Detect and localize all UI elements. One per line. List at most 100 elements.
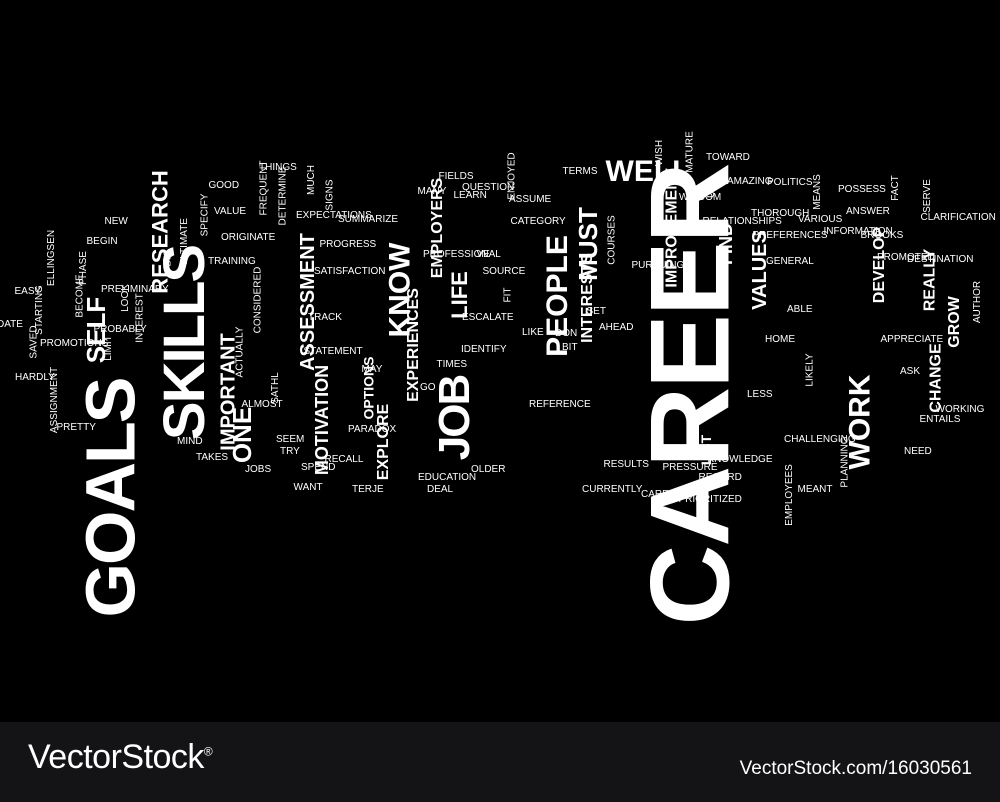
- brand-logo: VectorStock®: [28, 738, 213, 777]
- cloud-word: PRESSURE: [662, 462, 718, 473]
- cloud-word: BROOKS: [860, 230, 904, 241]
- cloud-word: MAY: [361, 364, 383, 375]
- cloud-word: FIND: [716, 223, 736, 265]
- cloud-word: LESS: [747, 389, 773, 400]
- cloud-word: CHALLENGING: [784, 434, 856, 445]
- cloud-word: SUMMARIZE: [338, 214, 398, 225]
- cloud-word: VE: [476, 249, 490, 260]
- image-id-text: VectorStock.com/16030561: [739, 758, 972, 779]
- cloud-word: INTERESTS: [578, 253, 596, 343]
- cloud-word: MEANS: [811, 174, 823, 210]
- cloud-word: FIT: [502, 287, 513, 303]
- cloud-word: PLANNING: [839, 436, 851, 488]
- cloud-word: ABLE: [787, 304, 813, 315]
- cloud-word: BIG: [162, 249, 174, 267]
- cloud-word: VALUE: [214, 206, 247, 217]
- cloud-word: TERJE: [352, 484, 384, 495]
- cloud-word: PROBABLY: [93, 324, 147, 335]
- cloud-word: THINGS: [259, 162, 297, 173]
- cloud-word: FIELDS: [438, 171, 474, 182]
- cloud-word: ASK: [900, 366, 921, 377]
- cloud-word: SOURCE: [482, 266, 526, 277]
- cloud-word: CHANGE: [927, 343, 945, 413]
- cloud-word: WANT: [293, 482, 323, 493]
- cloud-word: PREFERENCES: [752, 230, 828, 241]
- cloud-word: PURSUING: [631, 260, 685, 271]
- cloud-word: ANSWER: [846, 206, 890, 217]
- cloud-word: SET: [586, 306, 606, 317]
- cloud-word: SERVE: [921, 179, 933, 213]
- cloud-word: DESTINATION: [907, 254, 974, 265]
- cloud-word: PROMOTED: [877, 252, 935, 263]
- cloud-word: ESCALATE: [462, 312, 514, 323]
- cloud-word: OLDER: [471, 464, 506, 475]
- cloud-word: JOBS: [245, 464, 272, 475]
- cloud-word: CURRENTLY: [582, 484, 643, 495]
- cloud-word: DEAL: [427, 484, 454, 495]
- cloud-word: SAVED: [28, 325, 40, 359]
- cloud-word: THOROUGH: [751, 208, 810, 219]
- cloud-word: NEED: [904, 446, 932, 457]
- cloud-word: NEW: [104, 216, 128, 227]
- cloud-word: SPEND: [301, 462, 336, 473]
- cloud-word: EMPLOYEES: [783, 464, 795, 526]
- cloud-word: MUCH: [306, 165, 317, 195]
- cloud-word: EXPECTATIONS: [296, 210, 372, 221]
- cloud-word: PROGRESS: [319, 239, 377, 250]
- cloud-word: KNOWLEDGE: [707, 454, 773, 465]
- cloud-word: IDENTIFY: [461, 344, 507, 355]
- cloud-word: RECALL: [324, 454, 364, 465]
- cloud-word: TERMS: [562, 166, 598, 177]
- trademark-symbol: ®: [203, 744, 213, 759]
- cloud-word: DON: [555, 328, 578, 339]
- cloud-word: COURSES: [606, 215, 618, 265]
- cloud-word: WELL: [605, 155, 691, 188]
- cloud-word: MEANT: [797, 484, 833, 495]
- cloud-word: INTEREST: [134, 293, 146, 343]
- cloud-word: CATEGORY: [510, 216, 566, 227]
- cloud-word: BIT: [562, 342, 578, 353]
- cloud-word: TRAINING: [208, 256, 256, 267]
- cloud-word: CAREERS: [641, 489, 690, 500]
- cloud-word: GOOD: [208, 180, 240, 191]
- cloud-word: PARADOX: [348, 424, 397, 435]
- cloud-word: HARDLY: [15, 372, 55, 383]
- cloud-word: WISDOM: [679, 192, 722, 203]
- word-cloud: CAREER GOALS SKILLS JOB WORK KNOW PEOPLE SELF RE…: [0, 131, 996, 626]
- cloud-word: EXPLORE: [375, 403, 393, 481]
- cloud-word: LIMIT: [102, 335, 114, 361]
- cloud-word: BECOME: [74, 274, 86, 318]
- cloud-word: WORKING: [935, 404, 985, 415]
- cloud-word: TOWARD: [706, 152, 750, 163]
- cloud-word: SATISFACTION: [314, 266, 386, 277]
- cloud-word: LEARN: [453, 190, 487, 201]
- cloud-word: FREQUENT: [258, 160, 269, 216]
- cloud-word: PRELIMINARY: [101, 284, 169, 295]
- cloud-word: TIMES: [436, 359, 468, 370]
- cloud-word: ORIGINATE: [221, 232, 276, 243]
- cloud-word: POSSESS: [838, 184, 886, 195]
- cloud-word: HOME: [765, 334, 795, 345]
- cloud-word: SEEM: [276, 434, 305, 445]
- cloud-word: AMAZING: [727, 176, 773, 187]
- cloud-word: SIGNS: [324, 179, 336, 211]
- cloud-word: FACT: [889, 175, 901, 201]
- cloud-word: AUTHOR: [972, 280, 984, 324]
- cloud-word: ELLINGSEN: [46, 229, 58, 287]
- cloud-word: GOALS: [70, 378, 149, 618]
- cloud-word: QUESTION: [462, 182, 515, 193]
- cloud-word: TRACK: [308, 312, 342, 323]
- cloud-word: REFERENCE: [529, 399, 591, 410]
- cloud-word: VALUES: [748, 230, 771, 310]
- cloud-word: GO: [420, 382, 436, 393]
- cloud-word: SPECIFY: [198, 193, 210, 237]
- cloud-word: PROFESSIONAL: [423, 249, 501, 260]
- cloud-word: RESULTS: [603, 459, 649, 470]
- cloud-word: MATURE: [684, 131, 696, 173]
- cloud-word: WISH: [654, 139, 666, 167]
- cloud-word: INFORMATION: [823, 226, 893, 237]
- cloud-word: LIKELY: [804, 353, 816, 387]
- cloud-word: PROMOTIONS: [40, 338, 109, 349]
- cloud-word: JOB: [430, 375, 480, 461]
- cloud-word: ULTIMATE: [178, 218, 190, 266]
